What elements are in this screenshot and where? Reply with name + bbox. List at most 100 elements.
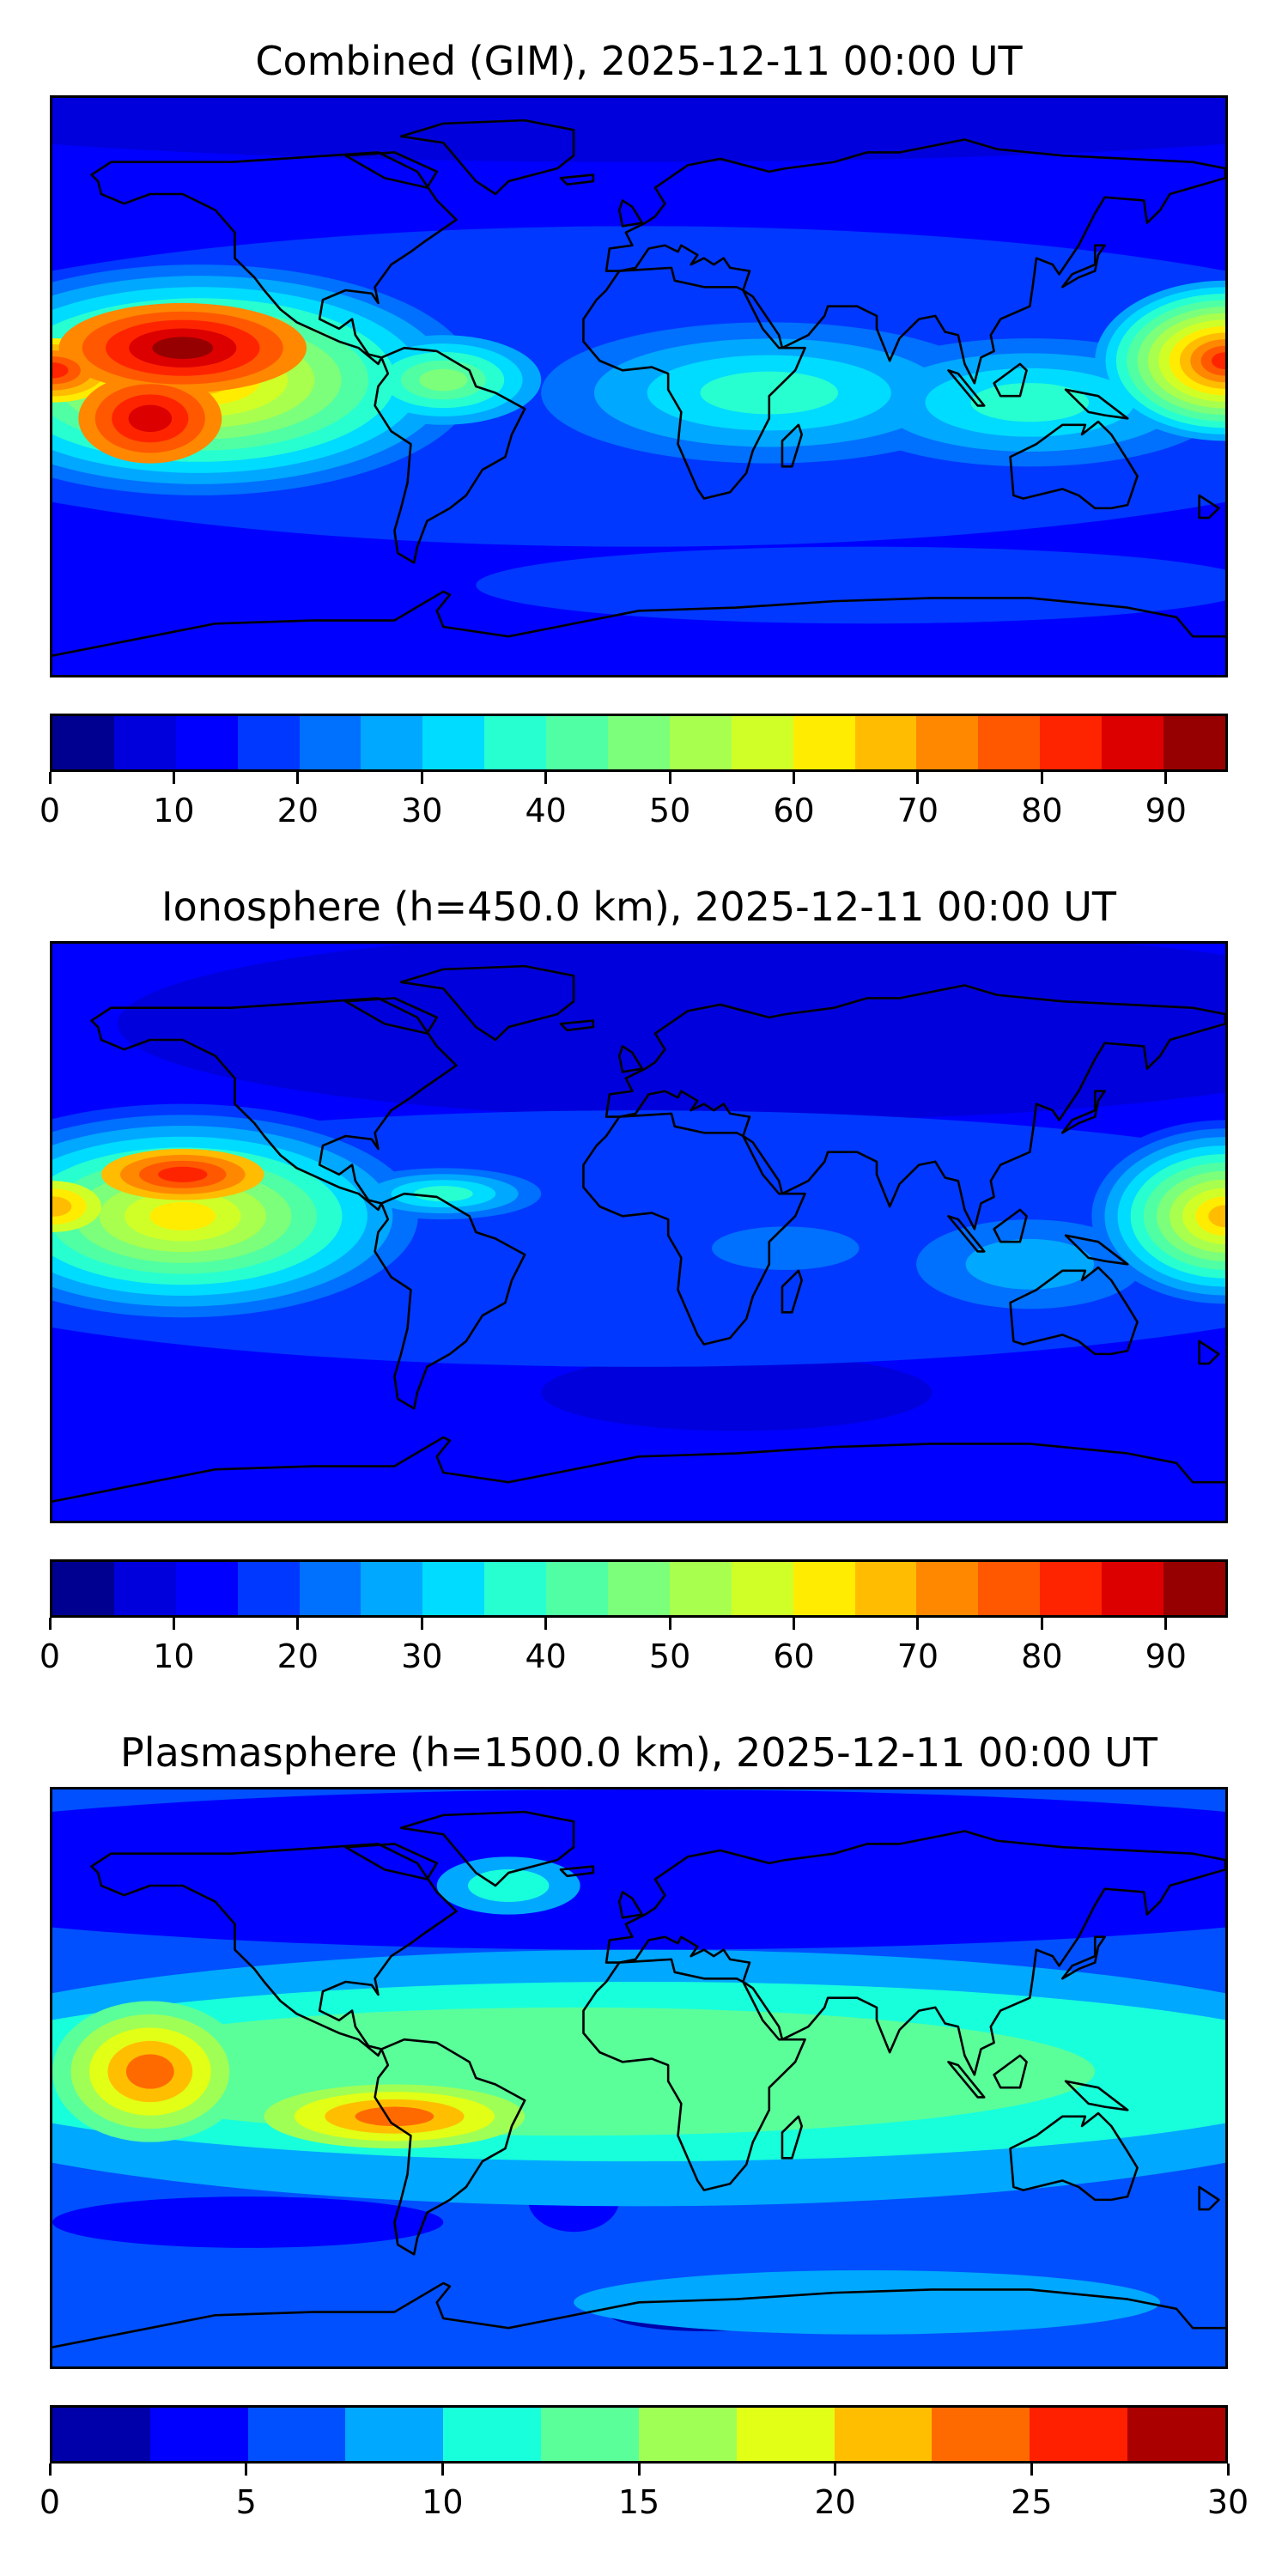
colorbar-tick-label: 20 bbox=[814, 2483, 856, 2521]
contour-level-region bbox=[1208, 1205, 1225, 1228]
colorbar-segment bbox=[52, 2408, 150, 2461]
colorbar-tick bbox=[296, 1618, 300, 1630]
coastline-new-guinea bbox=[1066, 1236, 1127, 1265]
coastline-australia bbox=[1011, 2113, 1138, 2200]
colorbar-tick bbox=[172, 772, 175, 784]
contour-level-region bbox=[476, 546, 1225, 624]
colorbar-tick bbox=[1040, 772, 1043, 784]
coastline-greenland bbox=[401, 1812, 574, 1886]
colorbar-segment bbox=[978, 1562, 1041, 1615]
colorbar-tick bbox=[668, 1618, 671, 1630]
coastline-africa bbox=[583, 1959, 805, 2190]
contour-level-region bbox=[52, 2196, 444, 2248]
colorbar-tick bbox=[637, 2464, 641, 2476]
colorbar-segment bbox=[484, 1562, 547, 1615]
contour-map bbox=[50, 1787, 1228, 2369]
colorbar-segment bbox=[237, 716, 300, 769]
coastline-madagascar bbox=[782, 425, 802, 467]
colorbar-tick bbox=[440, 2464, 444, 2476]
colorbar bbox=[50, 1559, 1228, 1618]
coastline-sumatra bbox=[948, 2062, 984, 2097]
colorbar-segment bbox=[793, 716, 855, 769]
colorbar-segment bbox=[299, 1562, 361, 1615]
colorbar-segment bbox=[854, 1562, 917, 1615]
colorbar-segment bbox=[1030, 2408, 1128, 2461]
coastline-new-zealand bbox=[1200, 495, 1219, 518]
coastline-iceland bbox=[561, 1021, 593, 1030]
colorbar-tick-label: 10 bbox=[153, 1637, 195, 1675]
colorbar-segment bbox=[978, 716, 1041, 769]
colorbar-segment bbox=[541, 2408, 639, 2461]
contour-level-region bbox=[52, 1789, 1225, 1950]
colorbar-segment bbox=[546, 1562, 609, 1615]
coastline-australia bbox=[1011, 1267, 1138, 1354]
colorbar-segment bbox=[361, 716, 423, 769]
colorbar-tick-label: 90 bbox=[1145, 1637, 1187, 1675]
coastline-antarctica bbox=[52, 592, 1225, 656]
colorbar-segment bbox=[1102, 1562, 1164, 1615]
colorbar-tick-label: 15 bbox=[617, 2483, 660, 2521]
coastline-new-zealand bbox=[1200, 1341, 1219, 1364]
coastline-north-america bbox=[92, 1844, 457, 2055]
coastline-iceland bbox=[561, 175, 593, 185]
panel-title: Ionosphere (h=450.0 km), 2025-12-11 00:0… bbox=[161, 884, 1116, 930]
colorbar-segment bbox=[1040, 1562, 1103, 1615]
colorbar-tick-label: 50 bbox=[648, 1637, 691, 1675]
coastline-madagascar bbox=[782, 2117, 802, 2159]
contour-level-region bbox=[149, 1201, 216, 1230]
colorbar-segment bbox=[608, 1562, 670, 1615]
colorbar-segment bbox=[237, 1562, 300, 1615]
colorbar-tick-label: 20 bbox=[276, 792, 319, 829]
colorbar bbox=[50, 714, 1228, 772]
coastline-new-guinea bbox=[1066, 2081, 1127, 2111]
colorbar-tick bbox=[296, 772, 300, 784]
colorbar-segment bbox=[484, 716, 547, 769]
colorbar-tick-label: 70 bbox=[896, 1637, 939, 1675]
colorbar-segment bbox=[52, 716, 114, 769]
coastline-greenland bbox=[401, 966, 574, 1040]
coastline-antarctica bbox=[52, 2283, 1225, 2348]
colorbar-tick bbox=[1040, 1618, 1043, 1630]
colorbar-tick bbox=[1226, 2464, 1230, 2476]
coastline-africa bbox=[583, 1114, 805, 1345]
coastline-new-guinea bbox=[1066, 390, 1127, 419]
coastline-south-america bbox=[375, 348, 526, 562]
colorbar-tick-label: 10 bbox=[422, 2483, 464, 2521]
coastline-eurasia bbox=[606, 1832, 1225, 2075]
contour-level-region bbox=[965, 1238, 1095, 1290]
colorbar-segment bbox=[52, 1562, 114, 1615]
colorbar-tick bbox=[1164, 772, 1168, 784]
coastline-uk bbox=[619, 1892, 642, 1917]
coastline-iceland bbox=[561, 1867, 593, 1876]
colorbar-tick-label: 30 bbox=[401, 1637, 443, 1675]
colorbar-segment bbox=[793, 1562, 855, 1615]
contour-level-region bbox=[52, 1196, 72, 1217]
coastline-south-america bbox=[375, 2039, 526, 2254]
colorbar-segment bbox=[1102, 716, 1164, 769]
colorbar-tick bbox=[48, 772, 52, 784]
colorbar-tick bbox=[172, 1618, 175, 1630]
coastline-greenland bbox=[401, 120, 574, 194]
colorbar-segment bbox=[669, 716, 732, 769]
colorbar-tick-label: 40 bbox=[525, 792, 567, 829]
contour-level-region bbox=[711, 1226, 860, 1270]
colorbar-tick-label: 0 bbox=[39, 1637, 61, 1675]
colorbar-segment bbox=[422, 716, 485, 769]
colorbar-tick-label: 60 bbox=[773, 792, 815, 829]
coastline-uk bbox=[619, 1046, 642, 1072]
colorbar-segment bbox=[345, 2408, 444, 2461]
contour-level-region bbox=[970, 383, 1090, 422]
colorbar-segment bbox=[1040, 716, 1103, 769]
contour-level-region bbox=[52, 362, 69, 379]
colorbar-tick bbox=[916, 1618, 920, 1630]
contour-level-region bbox=[541, 1353, 933, 1431]
coastline-australia bbox=[1011, 422, 1138, 508]
colorbar-tick-label: 50 bbox=[648, 792, 691, 829]
colorbar-segment bbox=[247, 2408, 346, 2461]
coastline-south-america bbox=[375, 1194, 526, 1408]
colorbar-segment bbox=[731, 1562, 793, 1615]
colorbar-tick bbox=[420, 1618, 423, 1630]
contour-level-region bbox=[52, 98, 1225, 162]
colorbar-tick-label: 40 bbox=[525, 1637, 567, 1675]
colorbar-segment bbox=[546, 716, 609, 769]
